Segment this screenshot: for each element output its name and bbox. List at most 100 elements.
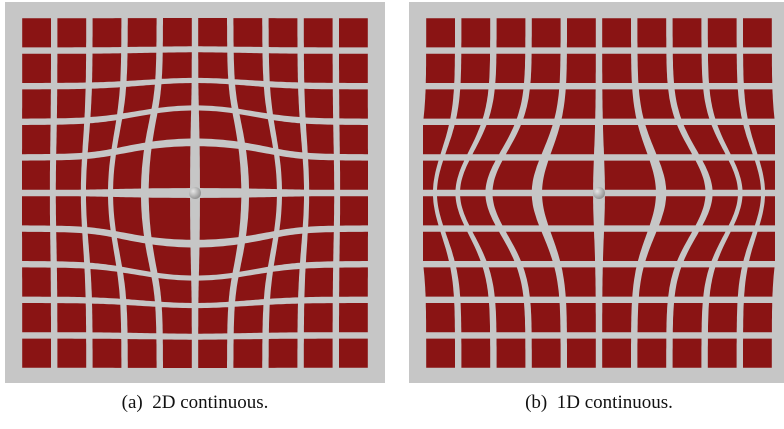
grid-tile bbox=[233, 305, 264, 334]
grid-tile bbox=[339, 267, 368, 297]
grid-tile bbox=[423, 196, 439, 226]
grid-tile bbox=[308, 196, 335, 227]
grid-tile bbox=[531, 338, 561, 368]
grid-tile bbox=[674, 89, 710, 119]
grid-tile bbox=[492, 160, 539, 190]
grid-tile bbox=[90, 269, 120, 299]
grid-tile bbox=[239, 114, 273, 148]
grid-tile bbox=[603, 231, 648, 261]
grid-tile bbox=[198, 307, 229, 334]
grid-tile bbox=[270, 269, 300, 299]
grid-tile bbox=[637, 53, 668, 83]
grid-tile bbox=[550, 125, 595, 155]
grid-tile bbox=[235, 84, 267, 114]
grid-tile bbox=[759, 196, 775, 226]
grid-tile bbox=[523, 267, 560, 297]
grid-tile bbox=[683, 125, 726, 155]
grid-tile bbox=[542, 196, 594, 226]
grid-tile bbox=[488, 267, 524, 297]
grid-tile bbox=[566, 53, 596, 83]
grid-tile bbox=[602, 303, 632, 333]
grid-tile bbox=[708, 303, 738, 333]
grid-tile bbox=[683, 231, 726, 261]
grid-tile bbox=[472, 231, 515, 261]
grid-tile bbox=[445, 231, 481, 261]
grid-tile bbox=[198, 244, 238, 276]
grid-tile bbox=[717, 125, 753, 155]
panel-2d-continuous bbox=[5, 2, 385, 383]
grid-tile bbox=[22, 338, 51, 368]
grid-tile bbox=[304, 88, 334, 119]
grid-tile bbox=[90, 87, 120, 117]
grid-tile bbox=[707, 18, 737, 48]
grid-tile bbox=[86, 155, 111, 190]
grid-tile bbox=[123, 272, 155, 302]
caption-text-b: 1D continuous. bbox=[556, 392, 673, 413]
grid-tile bbox=[488, 89, 524, 119]
grid-tile bbox=[303, 338, 333, 368]
grid-tile bbox=[235, 272, 267, 302]
grid-tile bbox=[423, 231, 449, 261]
grid-tile bbox=[743, 53, 773, 83]
grid-tile bbox=[22, 53, 51, 83]
grid-tile bbox=[638, 267, 675, 297]
grid-tile bbox=[239, 238, 273, 272]
grid-tile bbox=[56, 123, 85, 154]
grid-tile bbox=[460, 160, 496, 190]
grid-tile bbox=[161, 307, 192, 334]
grid-tile bbox=[339, 231, 368, 262]
grid-tile bbox=[495, 303, 526, 333]
caption-text-a: 2D continuous. bbox=[152, 392, 269, 413]
grid-tile bbox=[602, 338, 632, 368]
grid-tile bbox=[56, 88, 86, 119]
grid-tile bbox=[268, 53, 298, 83]
grid-tile bbox=[659, 160, 706, 190]
grid-tile bbox=[496, 338, 526, 368]
grid-tile bbox=[199, 146, 242, 189]
grid-tile bbox=[22, 231, 51, 262]
grid-tile bbox=[57, 338, 87, 368]
grid-tile bbox=[531, 18, 561, 48]
grid-tile bbox=[268, 303, 298, 333]
grid-tile bbox=[57, 18, 87, 48]
grid-tile bbox=[57, 53, 87, 83]
grid-tile bbox=[604, 160, 656, 190]
grid-tile bbox=[199, 197, 242, 240]
grid-tile bbox=[709, 267, 742, 297]
grid-tile bbox=[303, 53, 333, 83]
grid-tile bbox=[92, 18, 122, 48]
grid-tile bbox=[127, 18, 157, 47]
grid-tile bbox=[22, 18, 51, 48]
grid-tile bbox=[561, 89, 596, 119]
grid-tile bbox=[708, 53, 738, 83]
grid-tile bbox=[637, 18, 667, 48]
grid-tile bbox=[602, 18, 632, 48]
grid-tile bbox=[659, 196, 706, 226]
grid-tile bbox=[456, 89, 489, 119]
grid-tile bbox=[423, 160, 439, 190]
panel-1d-continuous bbox=[409, 2, 784, 383]
grid-tile bbox=[460, 53, 490, 83]
grid-tile bbox=[566, 18, 596, 48]
grid-tile bbox=[55, 159, 82, 190]
grid-tile bbox=[602, 89, 637, 119]
grid-tile bbox=[672, 303, 703, 333]
grid-tile bbox=[127, 339, 157, 368]
grid-tile bbox=[22, 196, 51, 226]
grid-tile bbox=[709, 89, 742, 119]
grid-tile bbox=[123, 84, 155, 114]
grid-tile bbox=[22, 303, 51, 333]
grid-tile bbox=[233, 18, 263, 47]
grid-tile bbox=[426, 338, 455, 368]
grid-tile bbox=[672, 338, 702, 368]
grid-tile bbox=[425, 53, 455, 83]
grid-tile bbox=[339, 303, 368, 333]
grid-tile bbox=[460, 303, 490, 333]
grid-tile bbox=[495, 53, 526, 83]
grid-tile bbox=[279, 155, 304, 190]
grid-tile bbox=[198, 83, 232, 108]
grid-tile bbox=[339, 53, 368, 83]
grid-tile bbox=[56, 232, 85, 263]
grid-tile bbox=[339, 18, 368, 48]
grid-tile bbox=[423, 125, 449, 155]
